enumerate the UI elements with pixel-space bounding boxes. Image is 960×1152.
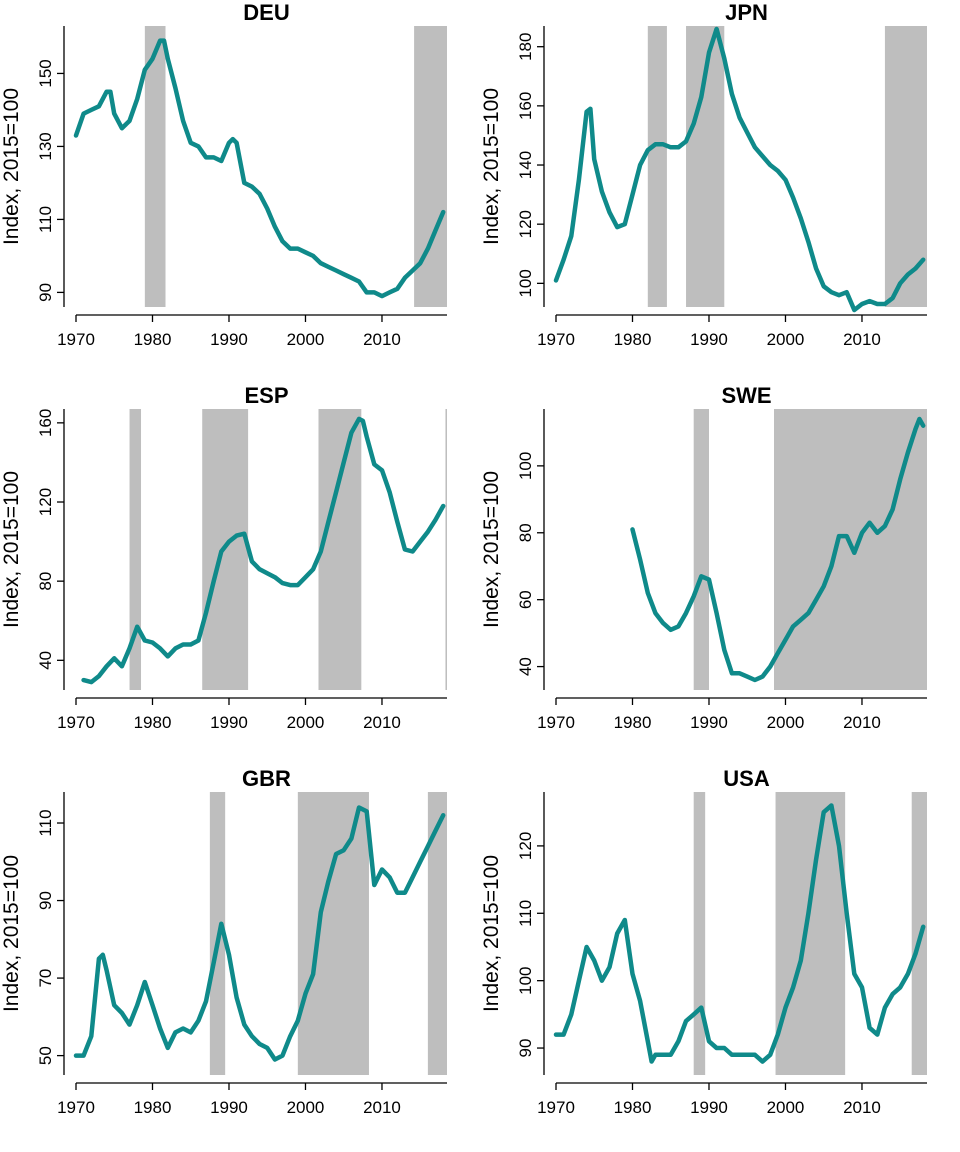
series-line-deu: [73, 38, 446, 299]
x-tick-label-deu-1980: 1980: [134, 330, 172, 349]
y-tick-label-gbr-110: 110: [36, 809, 55, 836]
y-tick-label-usa-110: 110: [516, 900, 535, 927]
x-tick-label-gbr-1990: 1990: [210, 1098, 248, 1117]
x-tick-label-deu-1970: 1970: [57, 330, 95, 349]
y-tick-label-deu-110: 110: [36, 206, 55, 233]
x-tick-label-esp-2000: 2000: [287, 713, 325, 732]
y-tick-label-swe-100: 100: [516, 452, 535, 480]
shaded-period-deu-0: [144, 26, 166, 307]
x-tick-label-jpn-1990: 1990: [690, 330, 728, 349]
y-tick-label-usa-90: 90: [516, 1039, 535, 1058]
panel-gbr: 1970 1980 1990 2000 2010 50 70 90 110 Index, 2015…: [0, 766, 447, 1117]
panel-deu: 1970 1980 1990 2000 2010 90 110 130 150 Index, 20…: [0, 0, 447, 349]
x-tick-label-gbr-1980: 1980: [134, 1098, 172, 1117]
series-line-usa: [553, 803, 926, 1064]
x-tick-label-deu-1990: 1990: [210, 330, 248, 349]
x-tick-label-deu-2000: 2000: [287, 330, 325, 349]
y-tick-label-swe-80: 80: [516, 523, 535, 542]
shaded-period-usa-0: [693, 792, 706, 1075]
y-tick-label-esp-120: 120: [36, 488, 55, 516]
panel-title-deu: DEU: [243, 0, 289, 25]
x-tick-label-gbr-2010: 2010: [363, 1098, 401, 1117]
x-tick-label-swe-1990: 1990: [690, 713, 728, 732]
y-tick-label-deu-150: 150: [36, 59, 55, 87]
panel-title-swe: SWE: [721, 383, 771, 408]
panel-title-jpn: JPN: [725, 0, 768, 25]
panel-usa: 1970 1980 1990 2000 2010 90 100 110 120 Index, 20…: [480, 766, 927, 1117]
y-tick-label-esp-40: 40: [36, 651, 55, 670]
y-tick-label-gbr-50: 50: [36, 1046, 55, 1065]
x-tick-label-deu-2010: 2010: [363, 330, 401, 349]
shaded-period-esp-0: [129, 409, 142, 690]
x-tick-label-esp-1990: 1990: [210, 713, 248, 732]
panel-title-esp: ESP: [244, 383, 288, 408]
x-tick-label-usa-1970: 1970: [537, 1098, 575, 1117]
shaded-period-esp-3: [445, 409, 447, 690]
y-tick-label-jpn-140: 140: [516, 151, 535, 179]
series-line-jpn: [553, 26, 926, 313]
shaded-period-esp-2: [318, 409, 362, 690]
y-axis-label-swe: Index, 2015=100: [480, 471, 503, 628]
y-tick-label-usa-120: 120: [516, 832, 535, 860]
y-tick-label-deu-130: 130: [36, 132, 55, 160]
y-tick-label-jpn-180: 180: [516, 33, 535, 61]
x-tick-label-jpn-1970: 1970: [537, 330, 575, 349]
x-tick-label-jpn-2010: 2010: [843, 330, 881, 349]
shaded-period-usa-1: [775, 792, 846, 1075]
panel-title-usa: USA: [723, 766, 770, 791]
y-tick-label-esp-160: 160: [36, 409, 55, 437]
shaded-period-gbr-2: [427, 792, 447, 1075]
panel-swe: 1970 1980 1990 2000 2010 40 60 80 100 Index, 2015…: [480, 383, 927, 732]
x-tick-label-swe-1980: 1980: [614, 713, 652, 732]
y-tick-label-jpn-160: 160: [516, 92, 535, 120]
y-tick-label-gbr-90: 90: [36, 891, 55, 910]
y-tick-label-gbr-70: 70: [36, 969, 55, 988]
y-tick-label-swe-60: 60: [516, 590, 535, 609]
x-tick-label-swe-2010: 2010: [843, 713, 881, 732]
x-tick-label-usa-2010: 2010: [843, 1098, 881, 1117]
y-axis-label-deu: Index, 2015=100: [0, 88, 23, 245]
y-axis-label-jpn: Index, 2015=100: [480, 88, 503, 245]
series-line-gbr: [73, 805, 446, 1062]
x-tick-label-usa-1990: 1990: [690, 1098, 728, 1117]
y-axis-label-usa: Index, 2015=100: [480, 855, 503, 1012]
y-tick-label-jpn-100: 100: [516, 269, 535, 297]
shaded-period-swe-0: [693, 409, 709, 690]
y-tick-label-swe-40: 40: [516, 657, 535, 676]
panel-title-gbr: GBR: [242, 766, 291, 791]
x-tick-label-esp-1980: 1980: [134, 713, 172, 732]
x-tick-label-usa-1980: 1980: [614, 1098, 652, 1117]
y-axis-label-gbr: Index, 2015=100: [0, 855, 23, 1012]
series-line-esp: [81, 416, 446, 685]
y-tick-label-jpn-120: 120: [516, 210, 535, 238]
y-tick-label-deu-90: 90: [36, 283, 55, 302]
x-tick-label-usa-2000: 2000: [767, 1098, 805, 1117]
x-tick-label-gbr-1970: 1970: [57, 1098, 95, 1117]
y-tick-label-esp-80: 80: [36, 572, 55, 591]
shaded-period-jpn-0: [647, 26, 667, 307]
shaded-period-gbr-1: [297, 792, 369, 1075]
panel-jpn: 1970 1980 1990 2000 2010 100 120 140 160 180 Index…: [480, 0, 927, 349]
series-line-swe: [630, 416, 926, 683]
x-tick-label-swe-2000: 2000: [767, 713, 805, 732]
y-axis-label-esp: Index, 2015=100: [0, 471, 23, 628]
x-tick-label-esp-2010: 2010: [363, 713, 401, 732]
x-tick-label-esp-1970: 1970: [57, 713, 95, 732]
x-tick-label-swe-1970: 1970: [537, 713, 575, 732]
x-tick-label-jpn-2000: 2000: [767, 330, 805, 349]
panel-esp: 1970 1980 1990 2000 2010 40 80 120 160 Index, 201…: [0, 383, 447, 732]
y-tick-label-usa-100: 100: [516, 966, 535, 994]
x-tick-label-gbr-2000: 2000: [287, 1098, 325, 1117]
x-tick-label-jpn-1980: 1980: [614, 330, 652, 349]
